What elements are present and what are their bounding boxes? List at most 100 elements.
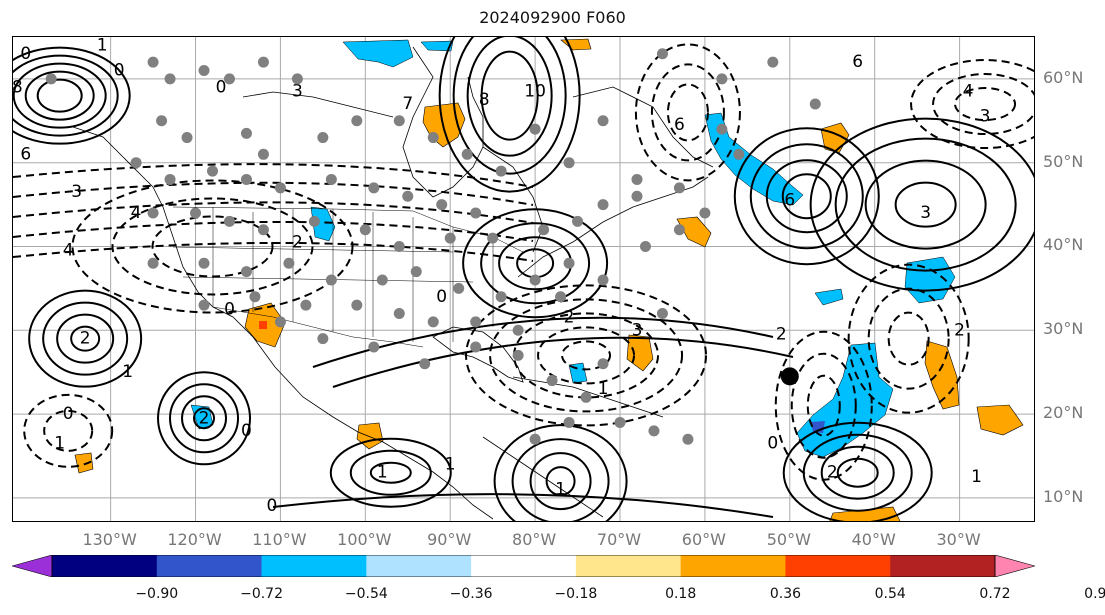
colorbar-segment bbox=[890, 555, 996, 577]
contour-positive bbox=[181, 395, 228, 442]
contour-label: 3 bbox=[980, 107, 991, 127]
colorbar-segment bbox=[366, 555, 472, 577]
contour-positive bbox=[493, 424, 628, 521]
lat-label: 10°N bbox=[1043, 486, 1084, 506]
political-borders bbox=[172, 206, 524, 348]
contour-positive bbox=[24, 70, 95, 121]
contour-label: 10 bbox=[524, 81, 546, 101]
coastlines bbox=[72, 46, 714, 520]
lat-label: 30°N bbox=[1043, 319, 1084, 339]
lat-label: 50°N bbox=[1043, 151, 1084, 171]
contour-label: 8 bbox=[13, 77, 23, 97]
station-dot bbox=[673, 224, 685, 236]
contour-label: 4 bbox=[131, 203, 142, 223]
station-dot bbox=[767, 56, 779, 68]
contour-positive bbox=[42, 301, 129, 376]
contour-negative bbox=[151, 215, 274, 278]
fill-orange-newfoundland bbox=[676, 216, 712, 248]
lat-label: 60°N bbox=[1043, 67, 1084, 87]
station-dot bbox=[291, 73, 303, 85]
colorbar-tick-label: −0.18 bbox=[554, 586, 598, 602]
contour-label: 7 bbox=[402, 94, 413, 114]
contour-negative bbox=[867, 287, 950, 390]
station-dot bbox=[614, 416, 626, 428]
station-dot bbox=[529, 433, 541, 445]
colorbar-segment bbox=[261, 555, 367, 577]
station-dot bbox=[682, 433, 694, 445]
colorbar bbox=[12, 555, 1035, 577]
contour-label: 4 bbox=[963, 81, 974, 101]
contour-label: 2 bbox=[564, 308, 575, 328]
contour-label: 2 bbox=[199, 408, 210, 428]
contour-negative bbox=[513, 312, 660, 399]
fill-orange-pac2 bbox=[74, 452, 94, 474]
map-panel[interactable]: 1008634403781066433620023210120111022102… bbox=[12, 36, 1035, 522]
contour-positive bbox=[749, 143, 864, 250]
lon-label: 110°W bbox=[252, 530, 307, 549]
station-dot bbox=[546, 375, 558, 387]
map-canvas: 1008634403781066433620023210120111022102… bbox=[13, 37, 1034, 521]
station-dot bbox=[198, 65, 210, 77]
contour-negative bbox=[13, 220, 534, 242]
station-dot bbox=[317, 132, 329, 144]
station-dot bbox=[639, 240, 651, 252]
contour-positive bbox=[349, 449, 432, 496]
station-dot bbox=[198, 257, 210, 269]
contour-label: 0 bbox=[114, 61, 125, 81]
contour-positive bbox=[329, 437, 452, 508]
station-dot bbox=[597, 115, 609, 127]
colorbar-tick-label: −0.54 bbox=[344, 586, 388, 602]
station-dot bbox=[190, 207, 202, 219]
contour-label: 3 bbox=[292, 81, 303, 101]
contour-label: 6 bbox=[852, 52, 863, 72]
contour-positive bbox=[169, 383, 240, 454]
station-dot bbox=[563, 416, 575, 428]
station-dot bbox=[716, 123, 728, 135]
lon-label: 50°W bbox=[766, 530, 811, 549]
station-dot bbox=[274, 316, 286, 328]
contour-negative bbox=[13, 201, 534, 224]
contour-label: 0 bbox=[267, 496, 278, 516]
lon-label: 40°W bbox=[851, 530, 896, 549]
contour-label: 0 bbox=[224, 299, 235, 319]
colorbar-segment bbox=[471, 555, 577, 577]
colorbar-segment bbox=[156, 555, 263, 577]
contour-positive bbox=[480, 50, 539, 141]
colorbar-segment bbox=[785, 555, 891, 577]
station-dot bbox=[410, 266, 422, 278]
station-dot bbox=[597, 274, 609, 286]
station-dot bbox=[563, 157, 575, 169]
contour-positive bbox=[834, 137, 1017, 272]
contour-negative bbox=[23, 393, 114, 468]
station-dot bbox=[538, 224, 550, 236]
contour-negative bbox=[634, 43, 741, 182]
station-dot bbox=[300, 299, 312, 311]
station-dot bbox=[368, 341, 380, 353]
contour-lines bbox=[13, 37, 1034, 521]
station-dot bbox=[495, 291, 507, 303]
colorbar-tick-label: 0.54 bbox=[874, 586, 906, 602]
station-dot bbox=[147, 56, 159, 68]
contour-negative bbox=[847, 263, 970, 414]
station-dot bbox=[631, 190, 643, 202]
station-dot bbox=[351, 299, 363, 311]
lat-label: 20°N bbox=[1043, 403, 1084, 423]
station-dot bbox=[147, 207, 159, 219]
station-dot bbox=[733, 148, 745, 160]
station-dot bbox=[529, 123, 541, 135]
contour-positive bbox=[369, 461, 412, 484]
contour-label: 1 bbox=[971, 467, 982, 487]
station-dot bbox=[325, 173, 337, 185]
station-dot bbox=[470, 316, 482, 328]
contour-negative bbox=[910, 59, 1034, 150]
fill-blue-eq-atl bbox=[796, 342, 894, 458]
contour-label: 0 bbox=[63, 404, 74, 424]
colorbar-tick-label: 0.72 bbox=[979, 586, 1011, 602]
colorbar-tick-label: −0.90 bbox=[135, 586, 179, 602]
contour-label: 6 bbox=[20, 144, 31, 164]
contour-label: 6 bbox=[674, 115, 685, 135]
lon-label: 70°W bbox=[596, 530, 642, 549]
station-dot bbox=[470, 207, 482, 219]
contour-positive bbox=[13, 46, 131, 145]
contour-positive bbox=[782, 421, 933, 521]
